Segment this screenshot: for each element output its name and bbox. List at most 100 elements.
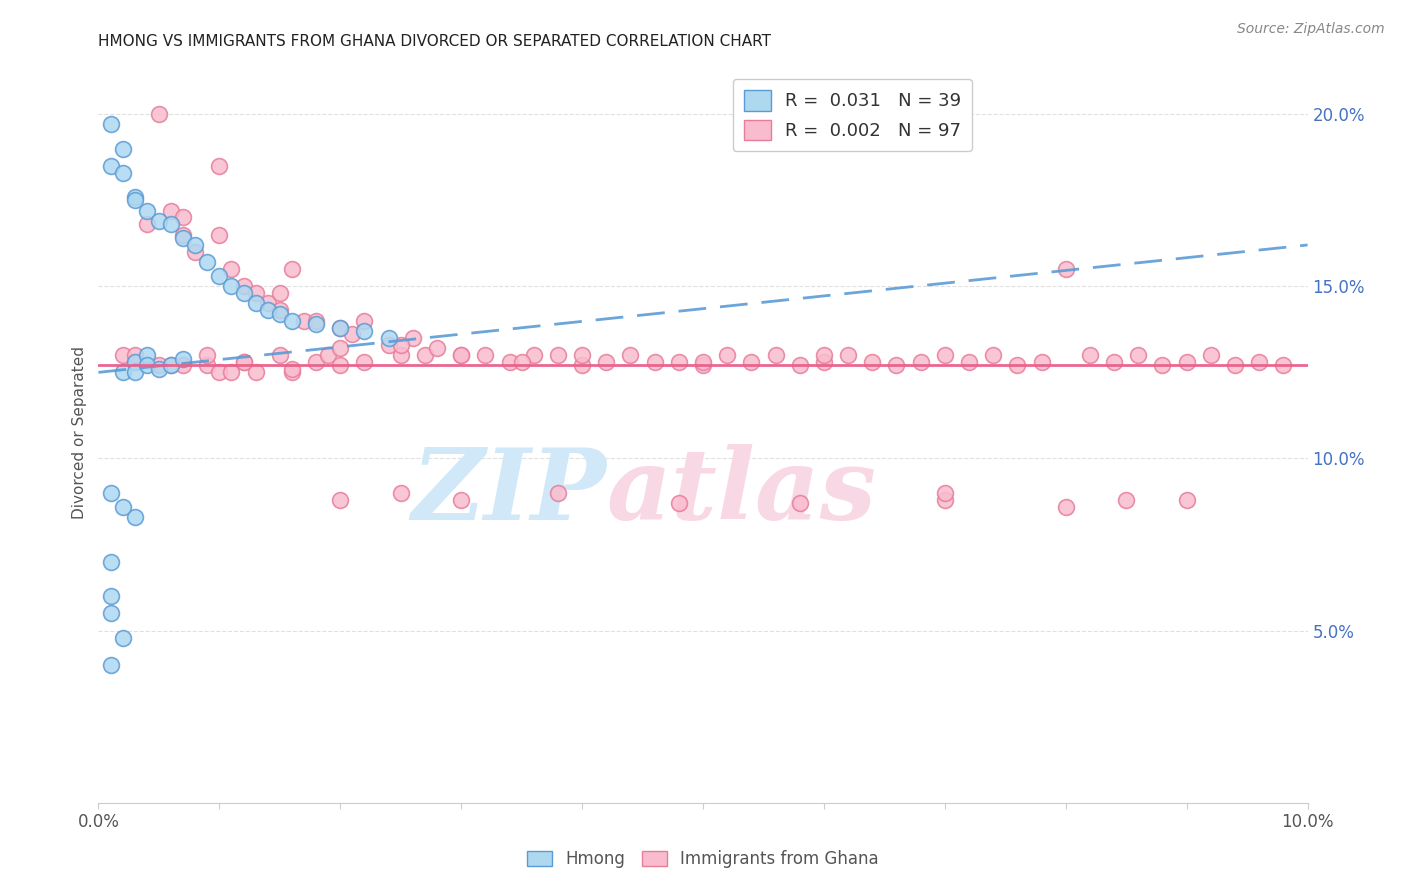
Point bbox=[377, 338, 399, 352]
Point bbox=[232, 286, 254, 301]
Point bbox=[100, 607, 122, 621]
Point bbox=[353, 314, 375, 328]
Point bbox=[221, 262, 243, 277]
Point bbox=[1175, 492, 1198, 507]
Point bbox=[148, 214, 170, 228]
Point bbox=[547, 348, 569, 362]
Point bbox=[813, 348, 835, 362]
Point bbox=[305, 314, 328, 328]
Point bbox=[172, 359, 194, 373]
Point bbox=[1054, 500, 1077, 514]
Point bbox=[124, 510, 146, 524]
Point bbox=[245, 286, 267, 301]
Point bbox=[813, 355, 835, 369]
Point bbox=[269, 286, 291, 301]
Point bbox=[195, 255, 218, 269]
Point bbox=[1223, 359, 1246, 373]
Point bbox=[124, 190, 146, 204]
Point bbox=[221, 365, 243, 379]
Point bbox=[329, 320, 352, 334]
Point bbox=[342, 327, 364, 342]
Point bbox=[100, 658, 122, 673]
Point bbox=[111, 365, 134, 379]
Point bbox=[389, 338, 412, 352]
Point bbox=[195, 348, 218, 362]
Point bbox=[269, 303, 291, 318]
Point bbox=[934, 348, 956, 362]
Point bbox=[195, 359, 218, 373]
Point bbox=[329, 359, 352, 373]
Point bbox=[172, 227, 194, 242]
Point bbox=[353, 355, 375, 369]
Point bbox=[789, 359, 811, 373]
Point bbox=[1272, 359, 1295, 373]
Text: Source: ZipAtlas.com: Source: ZipAtlas.com bbox=[1237, 22, 1385, 37]
Point bbox=[111, 500, 134, 514]
Legend: Hmong, Immigrants from Ghana: Hmong, Immigrants from Ghana bbox=[520, 844, 886, 875]
Point bbox=[692, 359, 714, 373]
Point bbox=[135, 348, 157, 362]
Point bbox=[292, 314, 315, 328]
Point bbox=[100, 486, 122, 500]
Point bbox=[232, 355, 254, 369]
Point bbox=[269, 348, 291, 362]
Point bbox=[547, 486, 569, 500]
Point bbox=[305, 355, 328, 369]
Point bbox=[1249, 355, 1271, 369]
Point bbox=[450, 348, 472, 362]
Point bbox=[269, 307, 291, 321]
Point bbox=[377, 331, 399, 345]
Point bbox=[135, 359, 157, 373]
Point bbox=[135, 203, 157, 218]
Point bbox=[172, 211, 194, 225]
Point bbox=[837, 348, 859, 362]
Point bbox=[1152, 359, 1174, 373]
Point bbox=[100, 589, 122, 603]
Point bbox=[232, 279, 254, 293]
Y-axis label: Divorced or Separated: Divorced or Separated bbox=[72, 346, 87, 519]
Point bbox=[510, 355, 533, 369]
Point bbox=[172, 351, 194, 366]
Point bbox=[208, 365, 231, 379]
Point bbox=[124, 365, 146, 379]
Point bbox=[934, 486, 956, 500]
Text: atlas: atlas bbox=[606, 443, 876, 540]
Point bbox=[160, 359, 183, 373]
Point bbox=[595, 355, 617, 369]
Point bbox=[474, 348, 496, 362]
Point bbox=[860, 355, 883, 369]
Point bbox=[148, 362, 170, 376]
Point bbox=[160, 359, 183, 373]
Point bbox=[100, 159, 122, 173]
Point bbox=[498, 355, 520, 369]
Point bbox=[740, 355, 762, 369]
Point bbox=[100, 555, 122, 569]
Point bbox=[571, 348, 593, 362]
Point bbox=[765, 348, 787, 362]
Text: HMONG VS IMMIGRANTS FROM GHANA DIVORCED OR SEPARATED CORRELATION CHART: HMONG VS IMMIGRANTS FROM GHANA DIVORCED … bbox=[98, 34, 772, 49]
Legend: R =  0.031   N = 39, R =  0.002   N = 97: R = 0.031 N = 39, R = 0.002 N = 97 bbox=[733, 78, 972, 152]
Point bbox=[208, 227, 231, 242]
Point bbox=[1175, 355, 1198, 369]
Point bbox=[329, 492, 352, 507]
Point bbox=[402, 331, 425, 345]
Point bbox=[100, 117, 122, 131]
Point bbox=[389, 486, 412, 500]
Point bbox=[1031, 355, 1053, 369]
Point bbox=[160, 217, 183, 231]
Point bbox=[245, 296, 267, 310]
Point bbox=[281, 314, 304, 328]
Text: ZIP: ZIP bbox=[412, 443, 606, 540]
Point bbox=[668, 355, 690, 369]
Point bbox=[135, 217, 157, 231]
Point bbox=[316, 348, 339, 362]
Point bbox=[389, 348, 412, 362]
Point bbox=[160, 203, 183, 218]
Point bbox=[1115, 492, 1137, 507]
Point bbox=[450, 492, 472, 507]
Point bbox=[172, 231, 194, 245]
Point bbox=[426, 341, 449, 355]
Point bbox=[184, 244, 207, 259]
Point bbox=[886, 359, 908, 373]
Point bbox=[281, 262, 304, 277]
